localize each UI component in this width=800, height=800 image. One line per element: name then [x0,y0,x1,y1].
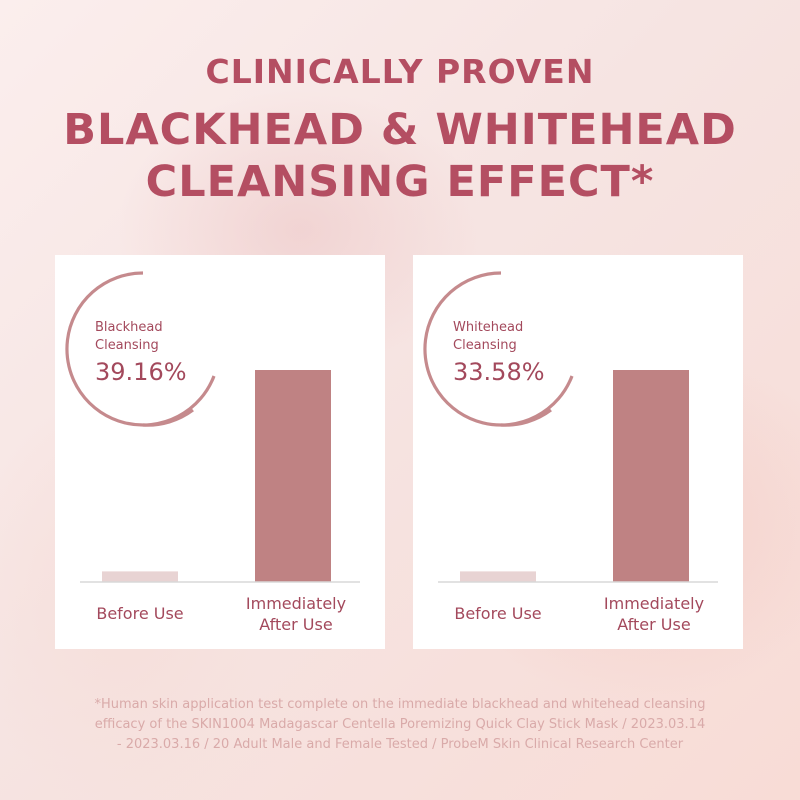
headline-cleansing-effect: BLACKHEAD & WHITEHEAD CLEANSING EFFECT* [0,104,800,208]
whitehead-progress-ring [423,271,574,427]
blackhead-ring-text: Blackhead Cleansing 39.16% [95,319,187,388]
footnote-line-1: *Human skin application test complete on… [94,697,706,712]
ring-arc-lower [500,408,552,427]
blackhead-bar-chart [80,370,360,583]
x-label-before-use: Before Use [75,603,205,624]
footnote-line-3: - 2023.03.16 / 20 Adult Male and Female … [116,737,684,752]
x-label-line: Immediately [603,594,705,613]
whitehead-percentage: 33.58% [453,358,545,386]
footnote: *Human skin application test complete on… [40,695,760,755]
blackhead-chart-panel: Blackhead Cleansing 39.16% Before Use Im… [55,255,385,649]
whitehead-ring-text: Whitehead Cleansing 33.58% [453,319,545,388]
blackhead-progress-ring [65,271,216,427]
x-label-line: Immediately [245,594,347,613]
blackhead-percentage: 39.16% [95,358,187,386]
whitehead-chart-panel: Whitehead Cleansing 33.58% Before Use Im… [413,255,743,649]
x-label-after-use: Immediately After Use [231,593,361,635]
ring-arc-lower [142,408,194,427]
headline-line-2: CLEANSING EFFECT* [145,157,655,207]
bar-before-use [102,571,178,582]
x-label-line: After Use [617,615,691,634]
ring-arc-upper [423,271,574,427]
x-label-line: Before Use [454,604,542,623]
x-label-line: After Use [259,615,333,634]
ring-arc-upper [65,271,216,427]
blackhead-label-line-2: Cleansing [95,338,159,353]
bar-after-use [255,370,331,582]
x-label-before-use: Before Use [433,603,563,624]
headline-clinically-proven: CLINICALLY PROVEN [205,52,595,91]
headline-line-1: BLACKHEAD & WHITEHEAD [63,105,737,155]
x-label-after-use: Immediately After Use [589,593,719,635]
footnote-line-2: efficacy of the SKIN1004 Madagascar Cent… [94,717,706,732]
x-label-line: Before Use [96,604,184,623]
bar-before-use [460,571,536,582]
whitehead-label-line-2: Cleansing [453,338,517,353]
blackhead-label-line-1: Blackhead [95,320,163,335]
whitehead-bar-chart [438,370,718,583]
whitehead-label-line-1: Whitehead [453,320,524,335]
bar-after-use [613,370,689,582]
